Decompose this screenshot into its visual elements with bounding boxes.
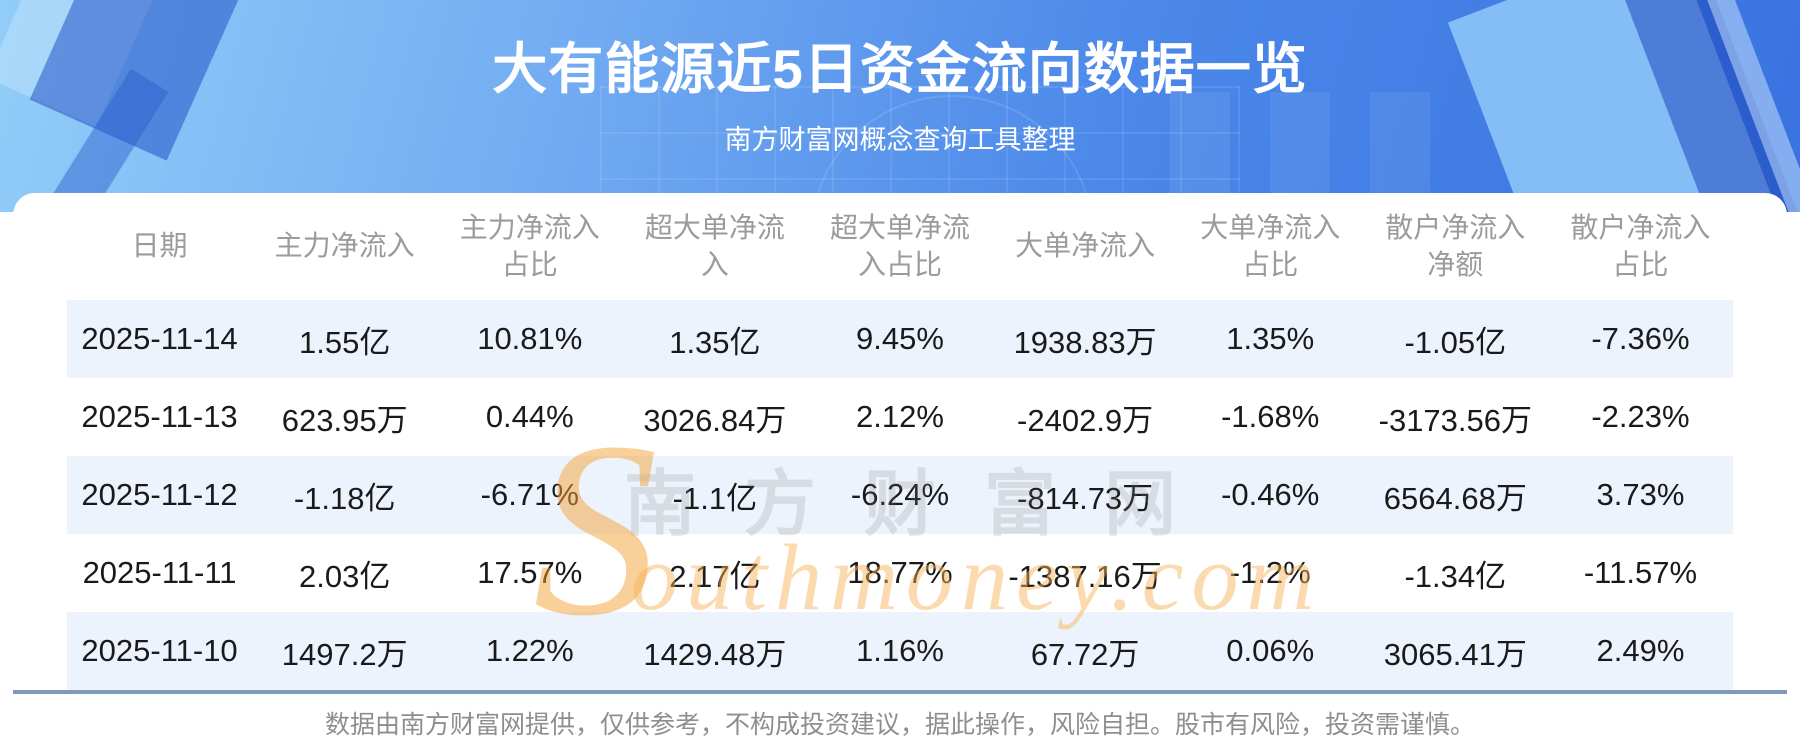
table-row: 2025-11-10 1497.2万 1.22% 1429.48万 1.16% 67.72… (67, 612, 1733, 690)
value-cell: -2402.9万 (1017, 402, 1154, 438)
value-cell: 9.45% (856, 321, 944, 356)
column-header: 大单净流入占比 (1178, 210, 1363, 284)
value-cell: -11.57% (1583, 555, 1698, 590)
page-title: 大有能源近5日资金流向数据一览 (492, 38, 1308, 100)
value-cell: -0.46% (1221, 477, 1320, 512)
value-cell: -814.73万 (1017, 480, 1154, 516)
value-cell: -3173.56万 (1378, 402, 1533, 438)
column-header-label: 主力净流入占比 (459, 211, 600, 280)
date-cell: 2025-11-12 (81, 477, 238, 512)
value-cell: 1497.2万 (281, 636, 408, 672)
value-cell: -7.36% (1591, 321, 1690, 356)
value-cell: 3026.84万 (643, 402, 787, 438)
fund-flow-table: 日期 主力净流入 主力净流入占比 超大单净流入 超大单净流入占比 大单净流入 大单净流入占比… (13, 193, 1787, 690)
date-cell: 2025-11-14 (81, 321, 238, 356)
column-header-label: 散户净流入净额 (1385, 211, 1526, 280)
decoration-bars (1150, 92, 1510, 212)
value-cell: 1.55亿 (298, 324, 391, 360)
value-cell: 2.17亿 (669, 558, 761, 594)
table-header-row: 日期 主力净流入 主力净流入占比 超大单净流入 超大单净流入占比 大单净流入 大单净流入占比… (67, 193, 1733, 300)
value-cell: -1.05亿 (1404, 324, 1507, 360)
column-header-label: 日期 (131, 230, 188, 262)
date-cell: 2025-11-11 (82, 555, 237, 590)
hero-banner: 大有能源近5日资金流向数据一览 南方财富网概念查询工具整理 (0, 0, 1800, 212)
value-cell: 1.35亿 (669, 324, 761, 360)
value-cell: 6564.68万 (1383, 480, 1527, 516)
value-cell: 623.95万 (281, 402, 408, 438)
value-cell: 1.22% (485, 633, 574, 668)
value-cell: -1.2% (1229, 555, 1311, 590)
table-row: 2025-11-13 623.95万 0.44% 3026.84万 2.12% -2402… (67, 378, 1733, 456)
column-header-label: 大单净流入 (1015, 230, 1156, 262)
column-header-label: 主力净流入 (274, 230, 415, 262)
value-cell: 3.73% (1596, 477, 1685, 512)
value-cell: -1.18亿 (293, 480, 396, 516)
date-cell: 2025-11-13 (81, 399, 238, 434)
value-cell: 67.72万 (1030, 636, 1140, 672)
value-cell: 1938.83万 (1013, 324, 1157, 360)
table-row: 2025-11-11 2.03亿 17.57% 2.17亿 18.77% -1387.16… (67, 534, 1733, 612)
value-cell: 18.77% (847, 555, 953, 590)
page-subtitle: 南方财富网概念查询工具整理 (724, 125, 1076, 155)
value-cell: -6.24% (850, 477, 950, 512)
column-header: 主力净流入占比 (437, 210, 622, 284)
value-cell: 17.57% (477, 555, 583, 590)
column-header: 超大单净流入 (622, 210, 807, 284)
table-body: 2025-11-14 1.55亿 10.81% 1.35亿 9.45% 1938.83万 1… (67, 300, 1733, 690)
column-header: 日期 (67, 228, 252, 265)
card-divider (13, 690, 1787, 694)
value-cell: 1429.48万 (643, 636, 787, 672)
value-cell: -6.71% (480, 477, 579, 512)
data-card: 南方财富网 S outhmoney.com 日期 主力净流入 主力净流入占比 超大单净… (13, 193, 1787, 743)
value-cell: 10.81% (477, 321, 583, 356)
column-header-label: 超大单净流入 (644, 211, 785, 280)
value-cell: -1387.16万 (1008, 558, 1162, 594)
value-cell: 2.12% (856, 399, 944, 434)
column-header-label: 大单净流入占比 (1200, 211, 1341, 280)
disclaimer-text: 数据由南方财富网提供，仅供参考，不构成投资建议，据此操作，风险自担。股市有风险，… (324, 711, 1475, 739)
value-cell: 2.03亿 (298, 558, 391, 594)
value-cell: -1.68% (1221, 399, 1320, 434)
column-header: 大单净流入 (993, 228, 1178, 265)
column-header: 散户净流入占比 (1548, 210, 1733, 284)
value-cell: -1.34亿 (1404, 558, 1507, 594)
column-header-label: 超大单净流入占比 (829, 211, 970, 280)
value-cell: 3065.41万 (1383, 636, 1527, 672)
value-cell: 0.44% (485, 399, 574, 434)
table-row: 2025-11-12 -1.18亿 -6.71% -1.1亿 -6.24% -814.73… (67, 456, 1733, 534)
column-header: 散户净流入净额 (1363, 210, 1548, 284)
column-header: 主力净流入 (252, 228, 437, 265)
value-cell: -1.1亿 (672, 480, 758, 516)
value-cell: 1.16% (856, 633, 944, 668)
column-header-label: 散户净流入占比 (1570, 211, 1711, 280)
table-row: 2025-11-14 1.55亿 10.81% 1.35亿 9.45% 1938.83万 1… (67, 300, 1733, 378)
value-cell: -2.23% (1591, 399, 1690, 434)
value-cell: 2.49% (1596, 633, 1685, 668)
value-cell: 1.35% (1226, 321, 1315, 356)
value-cell: 0.06% (1226, 633, 1315, 668)
date-cell: 2025-11-10 (81, 633, 238, 668)
column-header: 超大单净流入占比 (807, 210, 992, 284)
